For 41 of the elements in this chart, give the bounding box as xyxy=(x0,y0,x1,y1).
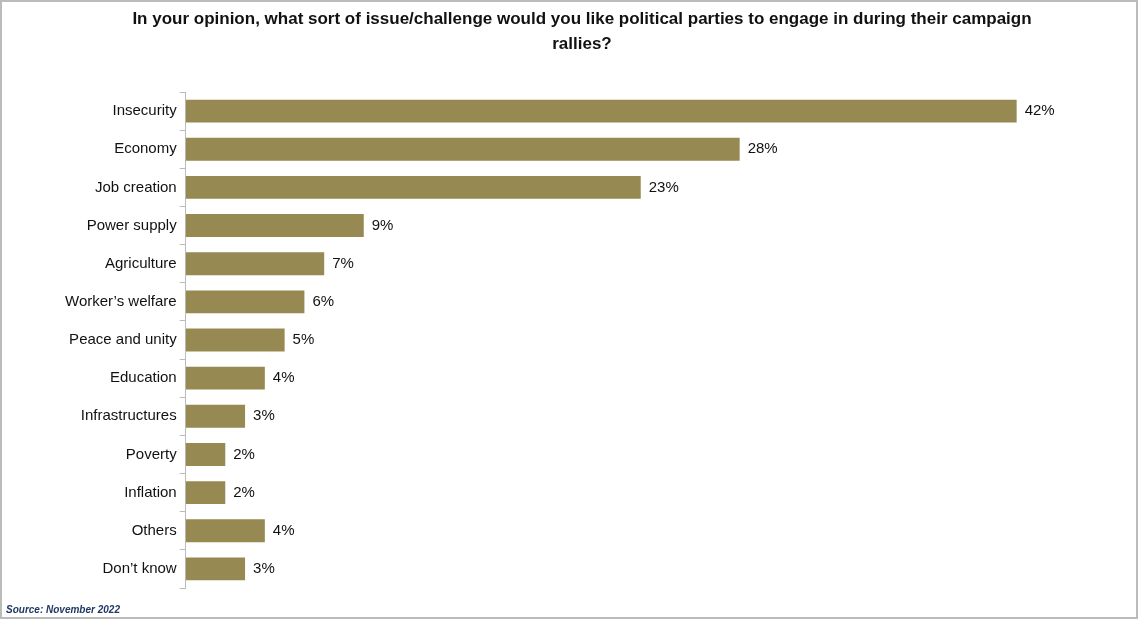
bar xyxy=(185,481,226,505)
y-tick-label: Others xyxy=(131,520,177,538)
data-label: 2% xyxy=(233,444,255,462)
bar xyxy=(185,99,1017,123)
y-tick-label: Poverty xyxy=(125,444,178,462)
bar xyxy=(185,557,246,581)
data-label: 3% xyxy=(253,559,275,577)
y-tick-label: Job creation xyxy=(94,177,177,195)
bar xyxy=(185,137,740,161)
chart-title: In your opinion, what sort of issue/challenge would you like political parties to engage in during their campaign rallies? xyxy=(131,8,1033,55)
bar xyxy=(185,404,246,428)
data-label: 9% xyxy=(371,215,394,233)
bar xyxy=(185,366,265,390)
source-note: Source: November 2022 xyxy=(6,604,120,615)
data-label: 4% xyxy=(272,520,295,538)
y-tick-label: Power supply xyxy=(86,215,178,233)
y-tick-label: Worker’s welfare xyxy=(65,291,177,309)
data-label: 5% xyxy=(292,330,315,348)
data-label: 42% xyxy=(1024,101,1055,119)
bar xyxy=(185,214,364,237)
y-tick-label: Infrastructures xyxy=(80,406,177,424)
y-tick-label: Inflation xyxy=(124,482,177,500)
y-tick-label: Agriculture xyxy=(105,253,177,271)
data-label: 23% xyxy=(648,177,679,195)
data-label: 3% xyxy=(253,406,275,424)
y-tick-label: Insecurity xyxy=(112,101,178,119)
data-label: 4% xyxy=(272,368,295,386)
y-tick-label: Education xyxy=(109,368,177,386)
data-label: 7% xyxy=(332,253,354,271)
bar xyxy=(185,443,226,466)
bar xyxy=(185,328,285,352)
bar xyxy=(185,290,305,314)
data-label: 28% xyxy=(747,139,778,157)
y-tick-label: Peace and unity xyxy=(69,330,178,348)
bar xyxy=(185,519,265,543)
y-tick-label: Economy xyxy=(114,139,178,157)
bar xyxy=(185,175,641,199)
y-tick-label: Don’t know xyxy=(102,559,177,577)
data-label: 2% xyxy=(233,482,255,500)
bar xyxy=(185,252,325,276)
data-label: 6% xyxy=(312,291,335,309)
